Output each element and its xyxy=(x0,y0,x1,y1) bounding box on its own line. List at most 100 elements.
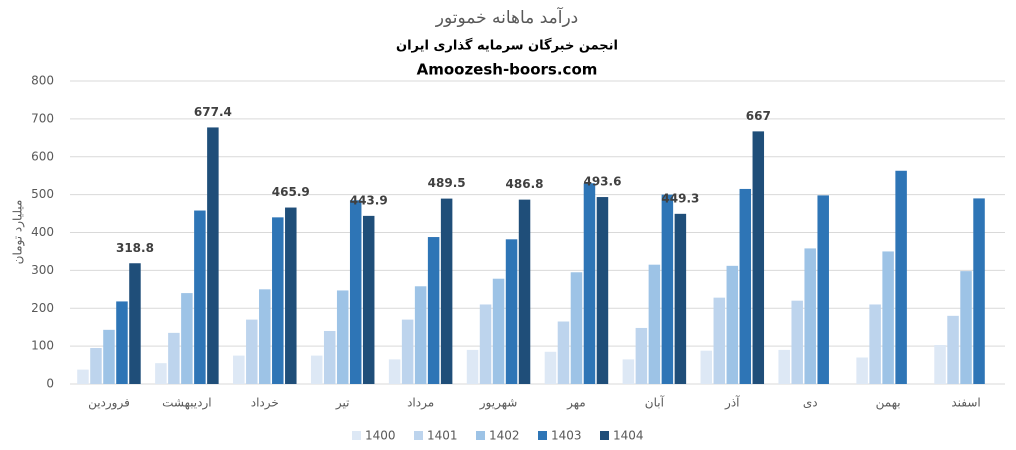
bar xyxy=(622,359,635,384)
x-tick-label: تیر xyxy=(335,396,350,411)
bar xyxy=(661,194,674,384)
bar xyxy=(713,297,726,384)
legend-label: 1403 xyxy=(551,429,582,443)
bar xyxy=(895,170,907,384)
legend-label: 1401 xyxy=(427,429,458,443)
value-label: 486.8 xyxy=(506,177,544,191)
chart-caption: Amoozesh-boors.com xyxy=(417,61,598,79)
bar xyxy=(323,330,336,384)
value-label: 465.9 xyxy=(272,185,310,199)
bar xyxy=(882,251,894,384)
bar xyxy=(570,272,583,384)
bar xyxy=(466,349,479,384)
bar xyxy=(388,359,401,384)
bar xyxy=(492,278,505,384)
x-tick-label: شهریور xyxy=(479,396,518,411)
legend-swatch xyxy=(476,431,485,440)
legend-label: 1402 xyxy=(489,429,520,443)
bar xyxy=(544,351,557,384)
y-tick-label: 300 xyxy=(31,263,54,277)
bar xyxy=(427,237,440,384)
legend-label: 1404 xyxy=(613,429,644,443)
bar xyxy=(557,321,570,384)
value-label: 449.3 xyxy=(661,191,699,205)
chart-subtitle: انجمن خبرگان سرمایه گذاری ایران xyxy=(396,38,618,54)
value-label: 667 xyxy=(746,109,771,123)
bar xyxy=(726,265,739,384)
chart-title: درآمد ماهانه خموتور xyxy=(435,6,578,28)
legend-label: 1400 xyxy=(365,429,396,443)
bar xyxy=(103,329,115,384)
bar xyxy=(362,215,375,384)
bar xyxy=(869,304,881,384)
legend-swatch xyxy=(600,431,609,440)
bar xyxy=(518,199,531,384)
bar xyxy=(129,263,141,384)
value-label: 677.4 xyxy=(194,105,232,119)
y-tick-label: 800 xyxy=(31,74,54,88)
x-tick-label: خرداد xyxy=(251,396,279,411)
bar xyxy=(635,327,648,384)
bar xyxy=(233,355,245,384)
bar xyxy=(440,198,453,384)
bar xyxy=(181,293,193,384)
bar xyxy=(856,357,868,384)
x-tick-label: فروردین xyxy=(88,396,130,411)
y-tick-label: 400 xyxy=(31,225,54,239)
bar xyxy=(77,369,89,384)
y-tick-label: 0 xyxy=(46,377,54,391)
bar xyxy=(973,198,985,384)
bar xyxy=(336,290,349,384)
bar xyxy=(817,195,829,384)
legend-swatch xyxy=(352,431,361,440)
bar xyxy=(310,355,323,384)
bar xyxy=(414,286,427,384)
bar xyxy=(947,315,959,384)
bar xyxy=(259,289,271,384)
bar xyxy=(90,348,102,384)
bar xyxy=(583,183,596,384)
bar xyxy=(791,300,803,384)
bar xyxy=(934,344,946,384)
y-tick-label: 100 xyxy=(31,339,54,353)
bar xyxy=(739,188,752,384)
value-label: 493.6 xyxy=(583,175,621,189)
x-tick-label: آبان xyxy=(645,395,665,410)
bar xyxy=(700,350,713,384)
y-tick-label: 600 xyxy=(31,149,54,163)
bar xyxy=(116,301,128,384)
bar xyxy=(648,264,661,384)
bar xyxy=(285,207,297,384)
x-tick-label: دی xyxy=(803,396,818,410)
bar xyxy=(272,217,284,384)
y-tick-label: 200 xyxy=(31,301,54,315)
bar xyxy=(674,213,687,384)
bar xyxy=(752,131,765,384)
x-tick-label: مهر xyxy=(566,396,586,411)
bar xyxy=(596,197,609,384)
bar xyxy=(778,349,790,384)
y-tick-label: 500 xyxy=(31,187,54,201)
bar xyxy=(960,271,972,384)
bar xyxy=(194,210,206,384)
x-tick-label: بهمن xyxy=(876,396,901,411)
bar xyxy=(401,319,414,384)
bar xyxy=(505,239,518,384)
bar xyxy=(349,200,362,384)
bar xyxy=(168,332,180,384)
value-label: 443.9 xyxy=(350,193,388,207)
bar xyxy=(246,319,258,384)
legend-swatch xyxy=(538,431,547,440)
bar xyxy=(479,304,492,384)
bar xyxy=(207,127,219,384)
y-tick-label: 700 xyxy=(31,111,54,125)
x-tick-label: اسفند xyxy=(951,396,980,410)
legend-swatch xyxy=(414,431,423,440)
bar xyxy=(804,248,816,384)
x-tick-label: مرداد xyxy=(407,396,434,411)
x-tick-label: اردیبهشت xyxy=(162,396,211,411)
value-label: 318.8 xyxy=(116,241,154,255)
x-tick-label: آذر xyxy=(724,395,740,411)
value-label: 489.5 xyxy=(428,176,466,190)
